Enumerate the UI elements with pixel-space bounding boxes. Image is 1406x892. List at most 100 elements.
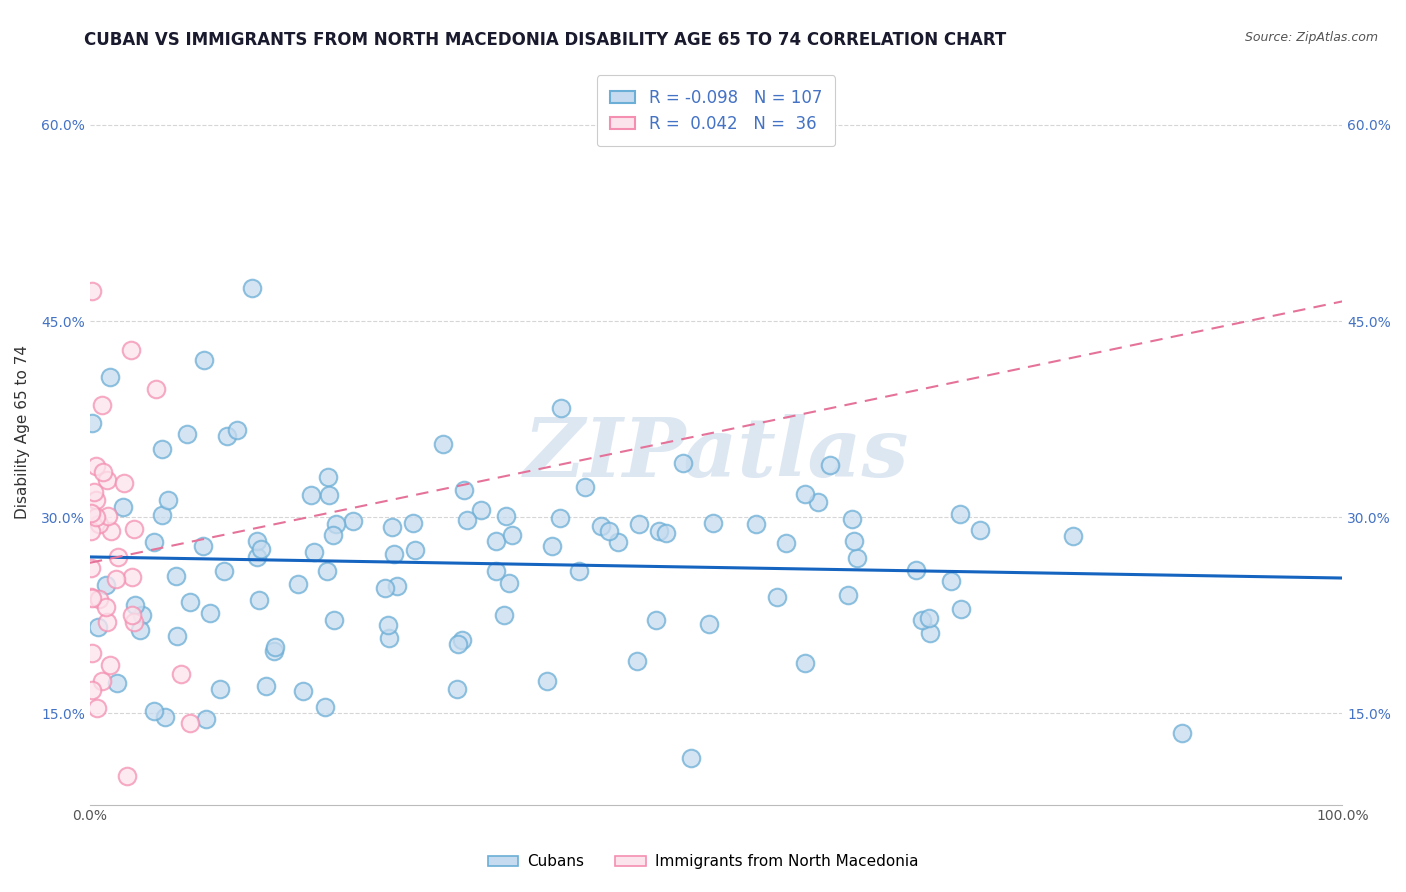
Point (446, 682, 468, 697)
Point (256, 679, 278, 693)
Point (215, 429, 238, 443)
Point (98, 369, 121, 384)
Point (87, 517, 110, 532)
Point (647, 524, 669, 539)
Point (264, 640, 287, 654)
Point (844, 534, 866, 549)
Legend: R = -0.098   N = 107, R =  0.042   N =  36: R = -0.098 N = 107, R = 0.042 N = 36 (598, 76, 835, 146)
Point (82, 683, 104, 698)
Point (1062, 528, 1084, 542)
Point (90, 398, 112, 412)
Point (574, 480, 596, 494)
Point (918, 625, 941, 640)
Point (179, 715, 201, 730)
Point (627, 516, 650, 531)
Point (626, 655, 648, 669)
Point (120, 343, 142, 357)
Legend: Cubans, Immigrants from North Macedonia: Cubans, Immigrants from North Macedonia (482, 848, 924, 875)
Point (316, 470, 339, 484)
Point (105, 676, 128, 690)
Point (385, 579, 408, 593)
Point (820, 458, 842, 473)
Point (498, 575, 520, 590)
Point (166, 629, 188, 643)
Point (807, 494, 830, 508)
Point (911, 614, 934, 628)
Point (322, 613, 344, 627)
Point (485, 564, 508, 578)
Point (195, 712, 218, 726)
Point (124, 598, 146, 612)
Point (325, 517, 347, 532)
Point (451, 632, 474, 647)
Point (115, 769, 138, 783)
Point (86, 620, 108, 634)
Point (591, 518, 613, 533)
Point (456, 513, 478, 527)
Text: CUBAN VS IMMIGRANTS FROM NORTH MACEDONIA DISABILITY AGE 65 TO 74 CORRELATION CHA: CUBAN VS IMMIGRANTS FROM NORTH MACEDONIA… (84, 31, 1007, 49)
Point (153, 710, 176, 724)
Point (94, 600, 117, 615)
Point (80, 417, 103, 431)
Point (198, 606, 221, 620)
Point (432, 437, 454, 451)
Point (697, 617, 720, 632)
Point (495, 509, 517, 524)
Point (121, 570, 143, 584)
Point (142, 705, 165, 719)
Point (404, 543, 426, 558)
Point (250, 542, 273, 557)
Point (150, 442, 173, 457)
Point (226, 423, 249, 437)
Point (150, 508, 173, 522)
Point (176, 427, 198, 442)
Point (702, 516, 724, 530)
Point (846, 551, 869, 566)
Point (384, 547, 406, 561)
Point (246, 534, 269, 549)
Point (679, 751, 702, 765)
Point (212, 564, 235, 578)
Point (84, 458, 107, 473)
Point (170, 667, 193, 681)
Point (342, 514, 364, 528)
Point (287, 577, 309, 591)
Point (904, 563, 927, 577)
Point (672, 456, 695, 470)
Point (80, 591, 103, 605)
Point (540, 539, 562, 553)
Point (837, 588, 859, 602)
Point (374, 582, 396, 596)
Point (80, 590, 103, 604)
Point (145, 382, 167, 396)
Point (104, 572, 127, 586)
Point (143, 535, 166, 549)
Point (598, 524, 620, 538)
Point (766, 590, 789, 604)
Point (263, 644, 285, 658)
Point (97, 508, 120, 523)
Point (82, 646, 104, 660)
Point (492, 607, 515, 622)
Point (91, 673, 114, 688)
Point (841, 512, 863, 526)
Point (644, 614, 666, 628)
Y-axis label: Disability Age 65 to 74: Disability Age 65 to 74 (15, 345, 30, 519)
Point (299, 487, 322, 501)
Point (655, 525, 678, 540)
Point (209, 682, 232, 697)
Point (470, 503, 492, 517)
Point (96, 615, 118, 629)
Point (568, 564, 591, 578)
Point (107, 549, 129, 564)
Point (112, 475, 135, 490)
Point (112, 500, 135, 514)
Point (96, 473, 118, 487)
Point (86, 701, 108, 715)
Point (939, 574, 962, 588)
Point (292, 684, 315, 698)
Point (969, 524, 991, 538)
Point (949, 601, 972, 615)
Point (918, 610, 941, 624)
Point (793, 487, 815, 501)
